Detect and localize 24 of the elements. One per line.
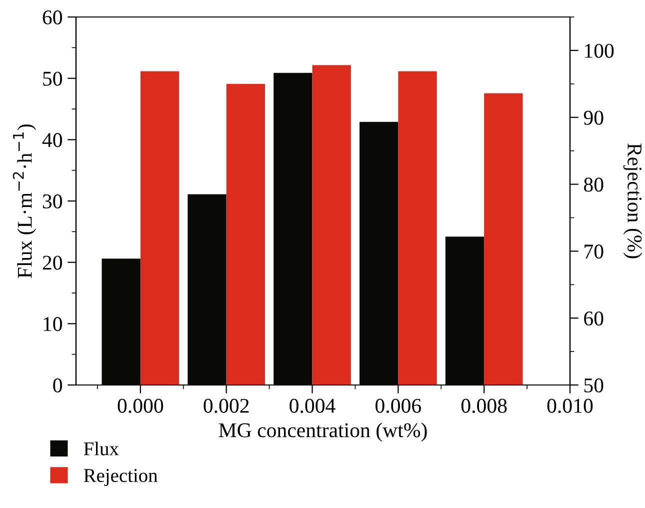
y-tick-label: 30: [42, 194, 62, 208]
x-tick-label: 0.002: [204, 398, 249, 413]
x-tick-label: 0.004: [290, 398, 336, 413]
legend-label: Rejection: [84, 469, 158, 486]
y2-tick-label: 70: [584, 244, 604, 259]
y-tick-label: 50: [43, 72, 62, 86]
x-tick-label: 0.000: [118, 398, 164, 413]
y-tick-label: 40: [42, 133, 62, 148]
y2-tick-label: 80: [584, 178, 604, 192]
x-tick-label: 0.010: [547, 398, 593, 413]
y2-tick-label: 100: [585, 44, 614, 58]
y2-tick-label: 50: [584, 378, 604, 392]
y-tick-label: 10: [44, 317, 62, 332]
y2-tick-label: 60: [584, 311, 604, 326]
y-tick-label: 20: [42, 256, 62, 270]
legend-label: Flux: [84, 442, 119, 456]
y-axis-title: Flux (L·m$^{−2}$·h$^{−1}$): [12, 124, 36, 278]
y-tick-label: 60: [42, 10, 62, 24]
x-axis-title: MG concentration (wt%): [218, 422, 427, 442]
x-tick-label: 0.008: [461, 398, 507, 413]
y-tick-label: 0: [53, 378, 62, 392]
x-tick-label: 0.006: [376, 398, 421, 413]
y2-tick-label: 90: [584, 110, 604, 125]
y2-axis-title: Rejection (%): [623, 143, 642, 258]
